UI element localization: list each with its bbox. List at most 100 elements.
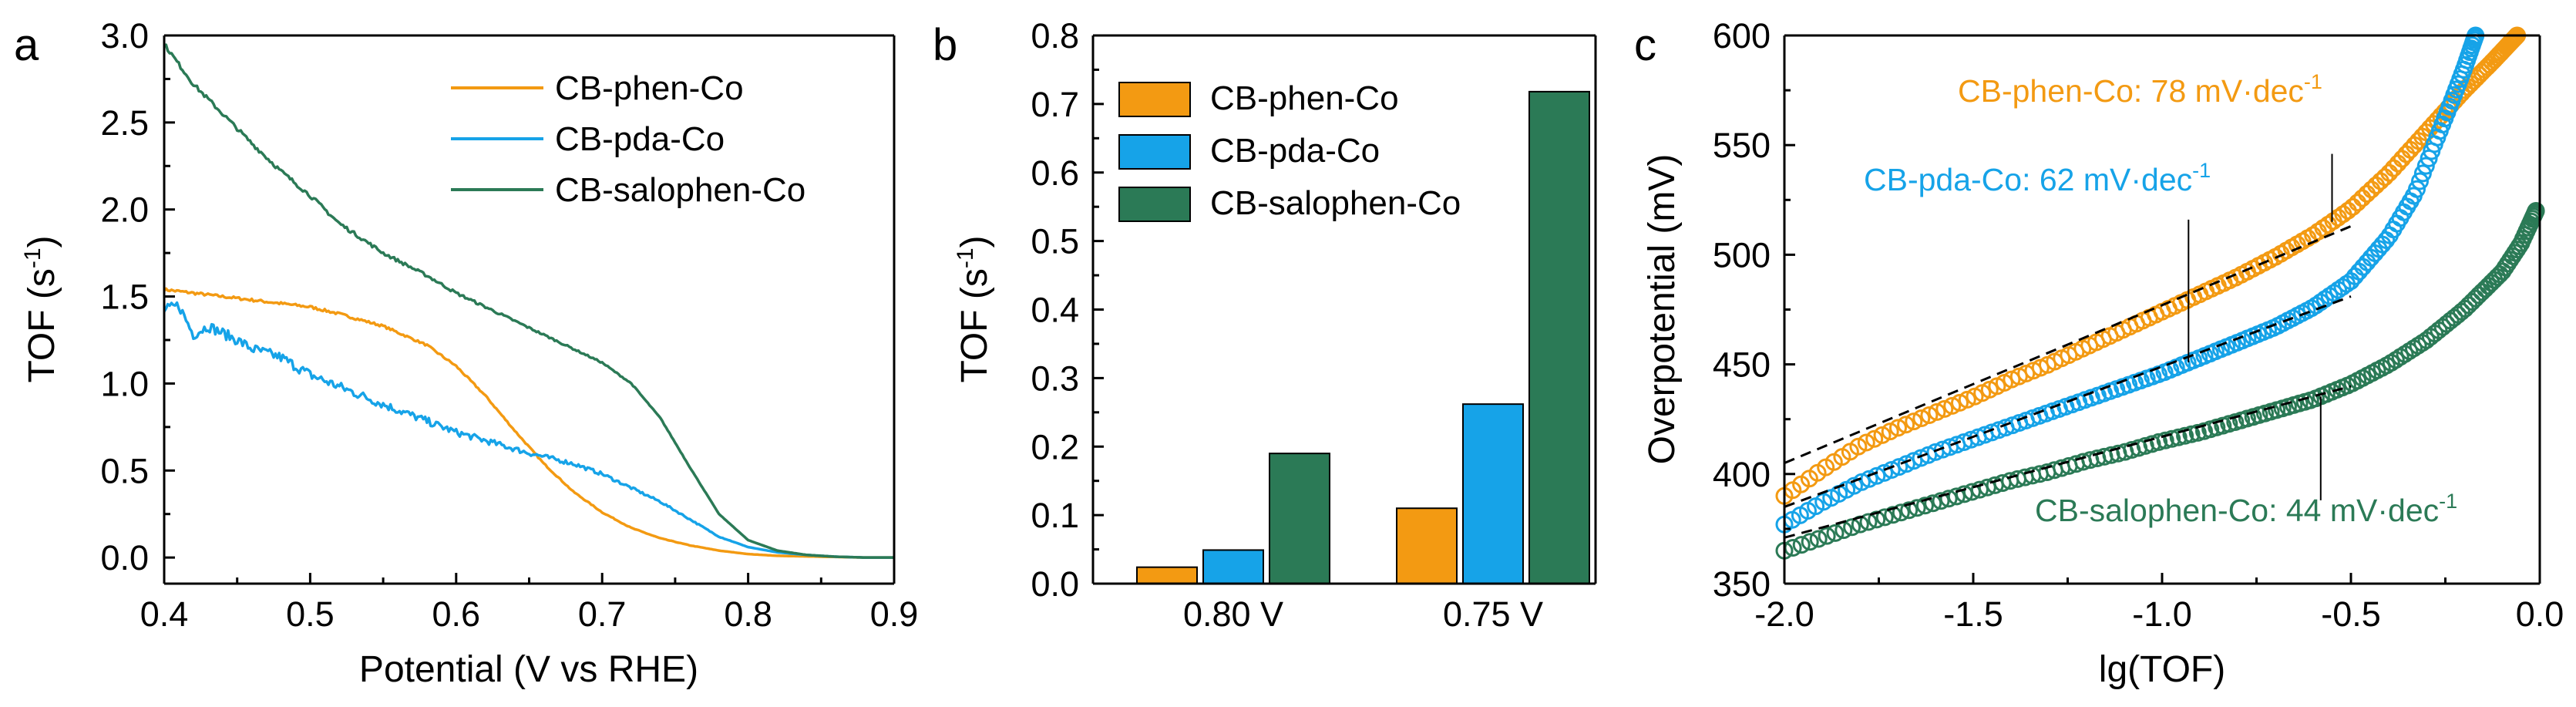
panel-c-data-point (1905, 412, 1923, 431)
panel-c-series-cb-salophen-co (1775, 202, 2545, 560)
panel-a-y-tick-label: 0.0 (100, 538, 149, 577)
panel-c-data-point (2362, 180, 2381, 199)
panel-b-y-tick-label: 0.2 (1031, 427, 1079, 466)
panel-b-y-tick-label: 0.5 (1031, 222, 1079, 261)
panel-a-x-tick-label: 0.9 (870, 594, 919, 634)
panel-c-y-tick-label: 550 (1713, 126, 1771, 165)
panel-c-data-point (2367, 176, 2386, 194)
panel-a-x-tick-label: 0.4 (140, 594, 189, 634)
panel-c-data-point (1889, 419, 1907, 437)
panel-c-data-point (1865, 429, 1884, 448)
panel-c-data-point (1792, 536, 1811, 554)
panel-a-legend: CB-phen-Co CB-pda-Co CB-salophen-Co (451, 69, 805, 209)
panel-c-data-point (2182, 425, 2201, 443)
panel-c-y-tick-label: 400 (1713, 455, 1771, 494)
panel-a-series-line-cb-salophen-co (163, 43, 894, 559)
panel-a-x-tick-label: 0.5 (286, 594, 335, 634)
panel-c-data-point (2380, 163, 2399, 182)
panel-b-legend-swatch-phen (1118, 82, 1191, 117)
panel-c-data-point (1857, 433, 1875, 452)
panel-a-legend-label-pda: CB-pda-Co (555, 120, 725, 158)
panel-c-y-tick-label: 600 (1713, 16, 1771, 56)
panel-c-data-point (2156, 431, 2174, 449)
panel-c-data-point (1809, 530, 1828, 548)
panel-c-y-tick-label: 450 (1713, 345, 1771, 385)
panel-c-data-point (2358, 184, 2376, 203)
panel-a-x-tick-label: 0.8 (724, 594, 772, 634)
panel-a-y-label: TOF (s-1) (20, 235, 62, 382)
panel-c-data-point (2476, 280, 2494, 298)
panel-a-x-tick-label: 0.6 (432, 594, 481, 634)
panel-c-data-point (2169, 428, 2188, 446)
panel-a-y-tick-label: 0.5 (100, 451, 149, 490)
panel-c-data-point (1932, 492, 1950, 510)
panel-a-y-tick-label: 1.5 (100, 278, 149, 317)
panel-c-data-point (1935, 399, 1954, 418)
panel-b-bar-cb-salophen-co-0-80-v (1269, 453, 1330, 585)
panel-c-data-point (1924, 494, 1942, 513)
panel-c-data-point (2163, 429, 2181, 448)
panel-c-data-point (1947, 487, 1966, 506)
panel-c-data-point (2343, 197, 2362, 216)
panel-c-data-point (2413, 164, 2432, 183)
panel-b-bar-cb-phen-co-0-80-v (1136, 566, 1198, 584)
panel-b-bar-cb-phen-co-0-75-v (1396, 507, 1458, 584)
panel-a-line-chart: a 0.4 0.5 0.6 0.7 0.8 0.9 0.0 0.5 1.0 1.5 2.0 2.5 3.… (14, 16, 918, 690)
panel-a-legend-label-phen: CB-phen-Co (555, 69, 744, 107)
panel-b-y-tick-label: 0.0 (1031, 564, 1079, 604)
panel-b-y-tick-label: 0.4 (1031, 291, 1079, 330)
panel-c-data-point (1892, 503, 1910, 522)
panel-a-series-line-cb-pda-co (163, 301, 894, 559)
panel-b-legend-label-salophen: CB-salophen-Co (1210, 184, 1461, 222)
panel-c-x-tick-label: -1.5 (1943, 594, 2003, 634)
panel-b-y-label: TOF (s-1) (953, 235, 995, 382)
panel-a-x-tick-label: 0.7 (578, 594, 627, 634)
panel-b-y-tick-label: 0.1 (1031, 496, 1079, 535)
panel-c-data-point (2176, 426, 2194, 445)
panel-c-y-tick-label: 500 (1713, 235, 1771, 274)
panel-b-y-tick-label: 0.7 (1031, 85, 1079, 124)
panel-c-annotation-cb-phen-co: CB-phen-Co: 78 mV·dec-1 (1958, 70, 2322, 109)
panel-c-data-point (1801, 533, 1819, 551)
panel-c-y-tick-label: 350 (1713, 564, 1771, 604)
panel-c-data-point (2416, 157, 2435, 175)
panel-c-data-point (2527, 202, 2545, 220)
panel-c-data-point (1928, 402, 1946, 421)
panel-a-y-tick-label: 2.0 (100, 190, 149, 230)
panel-c-data-point (1897, 416, 1915, 434)
panel-c-data-point (2353, 189, 2372, 207)
panel-b-legend-swatch-pda (1118, 134, 1191, 170)
panel-c-data-point (2411, 172, 2429, 190)
panel-c-tafel-fit-cb-salophen-co (1784, 385, 2352, 539)
panel-b-category-label: 0.80 V (1183, 594, 1283, 634)
panel-c-data-point (2349, 194, 2367, 212)
panel-c-data-point (1859, 513, 1878, 531)
panel-c-tafel-fit-cb-pda-co (1784, 295, 2352, 508)
panel-c-x-tick-label: 0.0 (2516, 594, 2564, 634)
panel-b-bar-cb-pda-co-0-80-v (1202, 549, 1264, 584)
panel-c-letter: c (1634, 20, 1656, 70)
panel-c-x-label: lg(TOF) (2099, 649, 2225, 690)
panel-c-data-point (2312, 293, 2330, 311)
panel-c-series-cb-pda-co (1775, 26, 2485, 534)
panel-c-data-point (2393, 150, 2411, 168)
panel-c-x-tick-label: -2.0 (1754, 594, 1814, 634)
panel-b-y-tick-label: 0.6 (1031, 153, 1079, 193)
panel-c-tafel-fit-cb-phen-co (1784, 225, 2352, 464)
panel-c-data-point (1884, 506, 1902, 524)
panel-a-series-line-cb-phen-co (163, 287, 894, 559)
panel-c-data-point (1881, 423, 1899, 441)
panel-c-data-point (2150, 433, 2168, 451)
panel-c-data-point (1784, 539, 1802, 557)
panel-b-legend: CB-phen-Co CB-pda-Co CB-salophen-Co (1118, 79, 1461, 222)
panel-c-data-point (2397, 145, 2416, 163)
panel-c-data-point (1920, 406, 1939, 424)
panel-c-tafel-plot: c -2.0 -1.5 -1.0 -0.5 0.0350400450500550600 … (1634, 16, 2564, 690)
panel-c-data-point (2376, 168, 2394, 187)
panel-c-y-label: Overpotential (mV) (1642, 154, 1683, 465)
panel-c-data-point (2371, 172, 2389, 190)
panel-c-annotation-cb-salophen-co: CB-salophen-Co: 44 mV·dec-1 (2035, 490, 2457, 528)
panel-b-legend-label-pda: CB-pda-Co (1210, 132, 1380, 170)
panel-a-legend-label-salophen: CB-salophen-Co (555, 171, 805, 209)
